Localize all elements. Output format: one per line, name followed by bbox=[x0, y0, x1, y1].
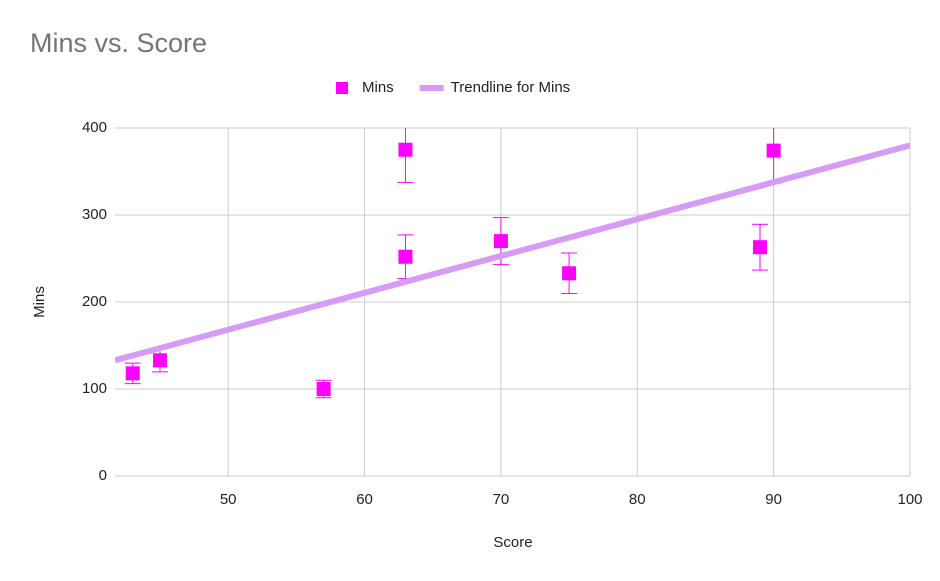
legend: Mins Trendline for Mins bbox=[336, 79, 570, 96]
y-tick-label: 200 bbox=[82, 293, 107, 310]
trendline bbox=[115, 142, 910, 364]
point bbox=[493, 234, 508, 249]
point bbox=[316, 382, 331, 396]
x-tick-label: 80 bbox=[629, 491, 646, 508]
y-axis-label: Mins bbox=[31, 286, 48, 318]
point bbox=[398, 249, 413, 264]
point bbox=[398, 142, 413, 157]
x-tick-label: 50 bbox=[220, 491, 237, 508]
point bbox=[153, 353, 167, 368]
x-axis-label: Score bbox=[493, 534, 532, 551]
point bbox=[766, 143, 781, 158]
x-tick-label: 100 bbox=[897, 491, 922, 508]
legend-swatch bbox=[336, 82, 348, 94]
plot-area bbox=[115, 128, 910, 399]
y-tick-label: 100 bbox=[82, 380, 107, 397]
legend-label: Trendline for Mins bbox=[451, 79, 571, 96]
y-tick-label: 300 bbox=[82, 206, 107, 223]
x-tick-label: 90 bbox=[765, 491, 782, 508]
legend-label: Mins bbox=[362, 79, 394, 96]
point bbox=[125, 366, 140, 381]
grid: 0 100 200 300 400 50 60 70 80 90 100 bbox=[82, 119, 923, 508]
y-tick-label: 400 bbox=[82, 119, 107, 136]
x-tick-label: 70 bbox=[493, 491, 510, 508]
y-tick-label: 0 bbox=[99, 467, 107, 484]
point bbox=[562, 266, 577, 281]
chart-title: Mins vs. Score bbox=[30, 28, 207, 58]
point bbox=[753, 240, 767, 255]
x-tick-label: 60 bbox=[356, 491, 373, 508]
